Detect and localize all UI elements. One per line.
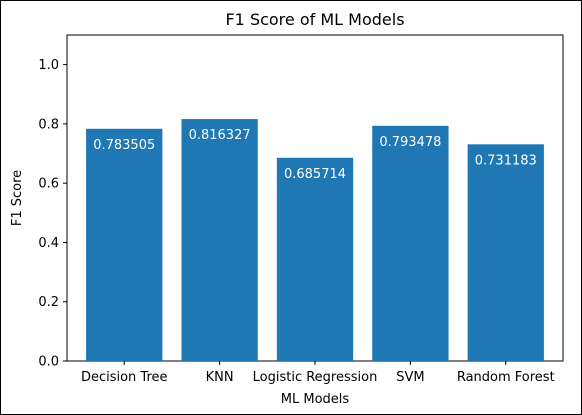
bar-value-label-2: 0.685714 bbox=[284, 167, 346, 182]
bar-2 bbox=[276, 157, 354, 361]
bar-1 bbox=[181, 119, 258, 361]
bar-value-label-4: 0.731183 bbox=[475, 153, 537, 168]
bar-value-label-1: 0.816327 bbox=[189, 128, 251, 143]
chart-title: F1 Score of ML Models bbox=[225, 10, 404, 29]
x-tick-label-4: Random Forest bbox=[457, 370, 555, 385]
y-tick-label-0: 0.0 bbox=[38, 355, 59, 370]
x-tick-label-1: KNN bbox=[206, 370, 234, 385]
x-tick-label-2: Logistic Regression bbox=[253, 370, 378, 385]
y-axis: 0.0 0.2 0.4 0.6 0.8 1.0 bbox=[38, 58, 67, 370]
x-axis: Decision Tree KNN Logistic Regression SVM Ra… bbox=[81, 361, 555, 385]
y-tick-label-1: 0.2 bbox=[38, 295, 59, 310]
x-tick-label-0: Decision Tree bbox=[81, 370, 168, 385]
y-tick-label-3: 0.6 bbox=[38, 177, 59, 192]
x-tick-label-3: SVM bbox=[396, 370, 424, 385]
y-tick-label-5: 1.0 bbox=[38, 58, 59, 73]
y-axis-label: F1 Score bbox=[10, 170, 25, 226]
bars-group: 0.783505 0.816327 0.685714 0.793478 0.731183 bbox=[86, 119, 544, 361]
bar-3 bbox=[372, 125, 449, 361]
x-axis-label: ML Models bbox=[281, 392, 350, 407]
bar-4 bbox=[467, 144, 544, 361]
y-tick-label-4: 0.8 bbox=[38, 117, 59, 132]
bar-value-label-0: 0.783505 bbox=[93, 138, 155, 153]
y-tick-label-2: 0.4 bbox=[38, 236, 59, 251]
bar-value-label-3: 0.793478 bbox=[379, 135, 441, 150]
bar-0 bbox=[86, 128, 163, 361]
